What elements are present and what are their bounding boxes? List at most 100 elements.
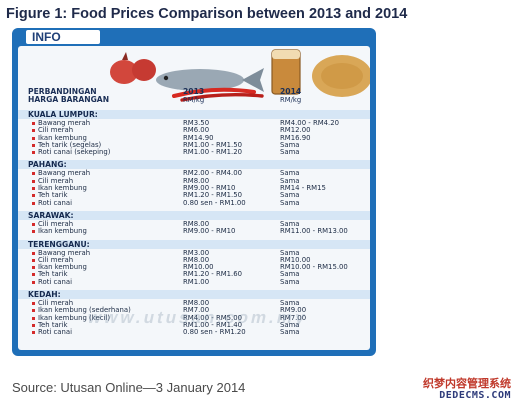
source-caption: Source: Utusan Online—3 January 2014	[12, 380, 246, 395]
price-2014: Sama	[280, 169, 300, 178]
price-2014: Sama	[280, 219, 300, 228]
bullet-icon	[32, 266, 35, 270]
price-2013: RM1.00 - RM1.20	[183, 148, 243, 157]
bullet-icon	[32, 172, 35, 176]
header-col-item-line2: HARGA BARANGAN	[28, 95, 110, 105]
figure-title: Figure 1: Food Prices Comparison between…	[6, 6, 408, 22]
price-2014: Sama	[280, 299, 300, 308]
header-col-2014: 2014 RM/kg	[280, 87, 302, 104]
header-unit-2013: RM/kg	[183, 96, 205, 105]
region-header: PAHANG:	[18, 160, 370, 170]
info-tab: INFO	[26, 30, 100, 44]
item-name: Roti canai (sekeping)	[38, 148, 111, 157]
price-2013: RM8.00	[183, 176, 210, 185]
item-name: Bawang merah	[38, 169, 91, 178]
item-name: Roti canai	[38, 198, 73, 207]
price-2013: RM2.00 - RM4.00	[183, 169, 243, 178]
list-item: Cili merah RM6.00 RM12.00	[18, 126, 370, 135]
list-item: Cili merah RM8.00 Sama	[18, 176, 370, 185]
list-item: Teh tarik RM1.20 - RM1.60 Sama	[18, 271, 370, 278]
price-2013: RM9.00 - RM10	[183, 184, 236, 193]
price-2014: Sama	[280, 198, 300, 207]
red-onion-icon	[110, 52, 156, 84]
bullet-icon	[32, 129, 35, 133]
item-name: Ikan kembung (sederhana)	[38, 306, 131, 315]
infographic-body: PERBANDINGAN HARGA BARANGAN 2013 RM/kg 2…	[18, 46, 370, 350]
header-year-2013: 2013	[183, 87, 205, 96]
list-item: Roti canai (sekeping) RM1.00 - RM1.20 Sama	[18, 148, 370, 157]
bullet-icon	[32, 302, 35, 306]
price-2013: RM1.20 - RM1.60	[183, 270, 243, 279]
price-2013: 0.80 sen - RM1.20	[183, 328, 246, 337]
item-name: Ikan kembung	[38, 184, 87, 193]
stamp-url: DEDECMS.COM	[439, 390, 511, 401]
fish-icon	[156, 68, 264, 92]
item-name: Bawang merah	[38, 248, 91, 257]
bullet-icon	[32, 136, 35, 140]
price-2014: Sama	[280, 328, 300, 337]
list-item: Ikan kembung (sederhana) RM7.00 RM9.00	[18, 307, 370, 314]
list-item: Cili merah RM8.00 Sama	[18, 299, 370, 308]
bullet-icon	[32, 251, 35, 255]
region-header: TERENGGANU:	[18, 239, 370, 249]
region-header: KUALA LUMPUR:	[18, 110, 370, 119]
food-illustration	[110, 49, 370, 102]
list-item: Teh tarik (segelas) RM1.00 - RM1.50 Sama	[18, 140, 370, 149]
bullet-icon	[32, 230, 35, 234]
bullet-icon	[32, 316, 35, 320]
item-name: Ikan kembung	[38, 227, 87, 236]
price-2014: Sama	[280, 248, 300, 257]
price-2013: RM9.00 - RM10	[183, 227, 236, 236]
header-col-2013: 2013 RM/kg	[183, 87, 205, 105]
item-name: Teh tarik	[38, 270, 68, 279]
header-col-item: PERBANDINGAN HARGA BARANGAN	[28, 87, 110, 105]
list-item: Ikan kembung RM9.00 - RM10 RM11.00 - RM13.…	[18, 227, 370, 236]
bullet-icon	[32, 187, 35, 191]
item-name: Teh tarik (segelas)	[38, 140, 102, 149]
bullet-icon	[32, 151, 35, 155]
price-2013: RM3.00	[183, 248, 210, 257]
list-item: Bawang merah RM3.50 RM4.00 - RM4.20	[18, 119, 370, 127]
price-2013: 0.80 sen - RM1.00	[183, 198, 246, 207]
list-item: Roti canai 0.80 sen - RM1.00 Sama	[18, 198, 370, 207]
bullet-icon	[32, 280, 35, 284]
list-item: Ikan kembung (kecil) RM4.00 - RM5.00 RM7.0…	[18, 313, 370, 322]
price-2014: RM4.00 - RM4.20	[280, 119, 340, 127]
price-2013: RM8.00	[183, 299, 210, 308]
list-item: Cili merah RM8.00 Sama	[18, 219, 370, 228]
price-2014: RM11.00 - RM13.00	[280, 227, 348, 236]
price-2014: RM9.00	[280, 306, 307, 315]
watermark: www.utusan.com.my	[86, 308, 310, 327]
item-name: Cili merah	[38, 126, 74, 135]
price-2014: Sama	[280, 270, 300, 279]
price-2013: RM14.90	[183, 133, 214, 142]
item-name: Cili merah	[38, 255, 74, 264]
price-2013: RM10.00	[183, 263, 214, 272]
item-name: Ikan kembung	[38, 133, 87, 142]
list-item: Teh tarik RM1.20 - RM1.50 Sama	[18, 192, 370, 199]
stamp-chinese-text: 织梦内容管理系统	[423, 377, 511, 390]
region-header: KEDAH:	[18, 290, 370, 300]
price-2013: RM1.00 - RM1.40	[183, 320, 243, 329]
price-2013: RM8.00	[183, 219, 210, 228]
list-item: Roti canai RM1.00 Sama	[18, 277, 370, 286]
roti-canai-icon	[312, 55, 370, 97]
price-2013: RM6.00	[183, 126, 210, 135]
header-year-2014: 2014	[280, 87, 302, 96]
list-item: Cili merah RM8.00 RM10.00	[18, 255, 370, 264]
price-2014: RM16.90	[280, 133, 311, 142]
price-2014: Sama	[280, 191, 300, 200]
price-2014: RM12.00	[280, 126, 311, 135]
price-2014: Sama	[280, 277, 300, 286]
price-table: KUALA LUMPUR: Bawang merah RM3.50 RM4.00 -…	[18, 110, 370, 337]
header-col-item-line1: PERBANDINGAN	[28, 87, 97, 96]
item-name: Ikan kembung (kecil)	[38, 313, 111, 322]
list-item: Bawang merah RM2.00 - RM4.00 Sama	[18, 170, 370, 177]
item-name: Roti canai	[38, 328, 73, 337]
bullet-icon	[32, 331, 35, 335]
price-2014: Sama	[280, 140, 300, 149]
site-stamp: 织梦内容管理系统 DEDECMS.COM	[423, 377, 511, 402]
teh-tarik-icon	[271, 49, 301, 95]
bullet-icon	[32, 222, 35, 226]
item-name: Cili merah	[38, 299, 74, 308]
